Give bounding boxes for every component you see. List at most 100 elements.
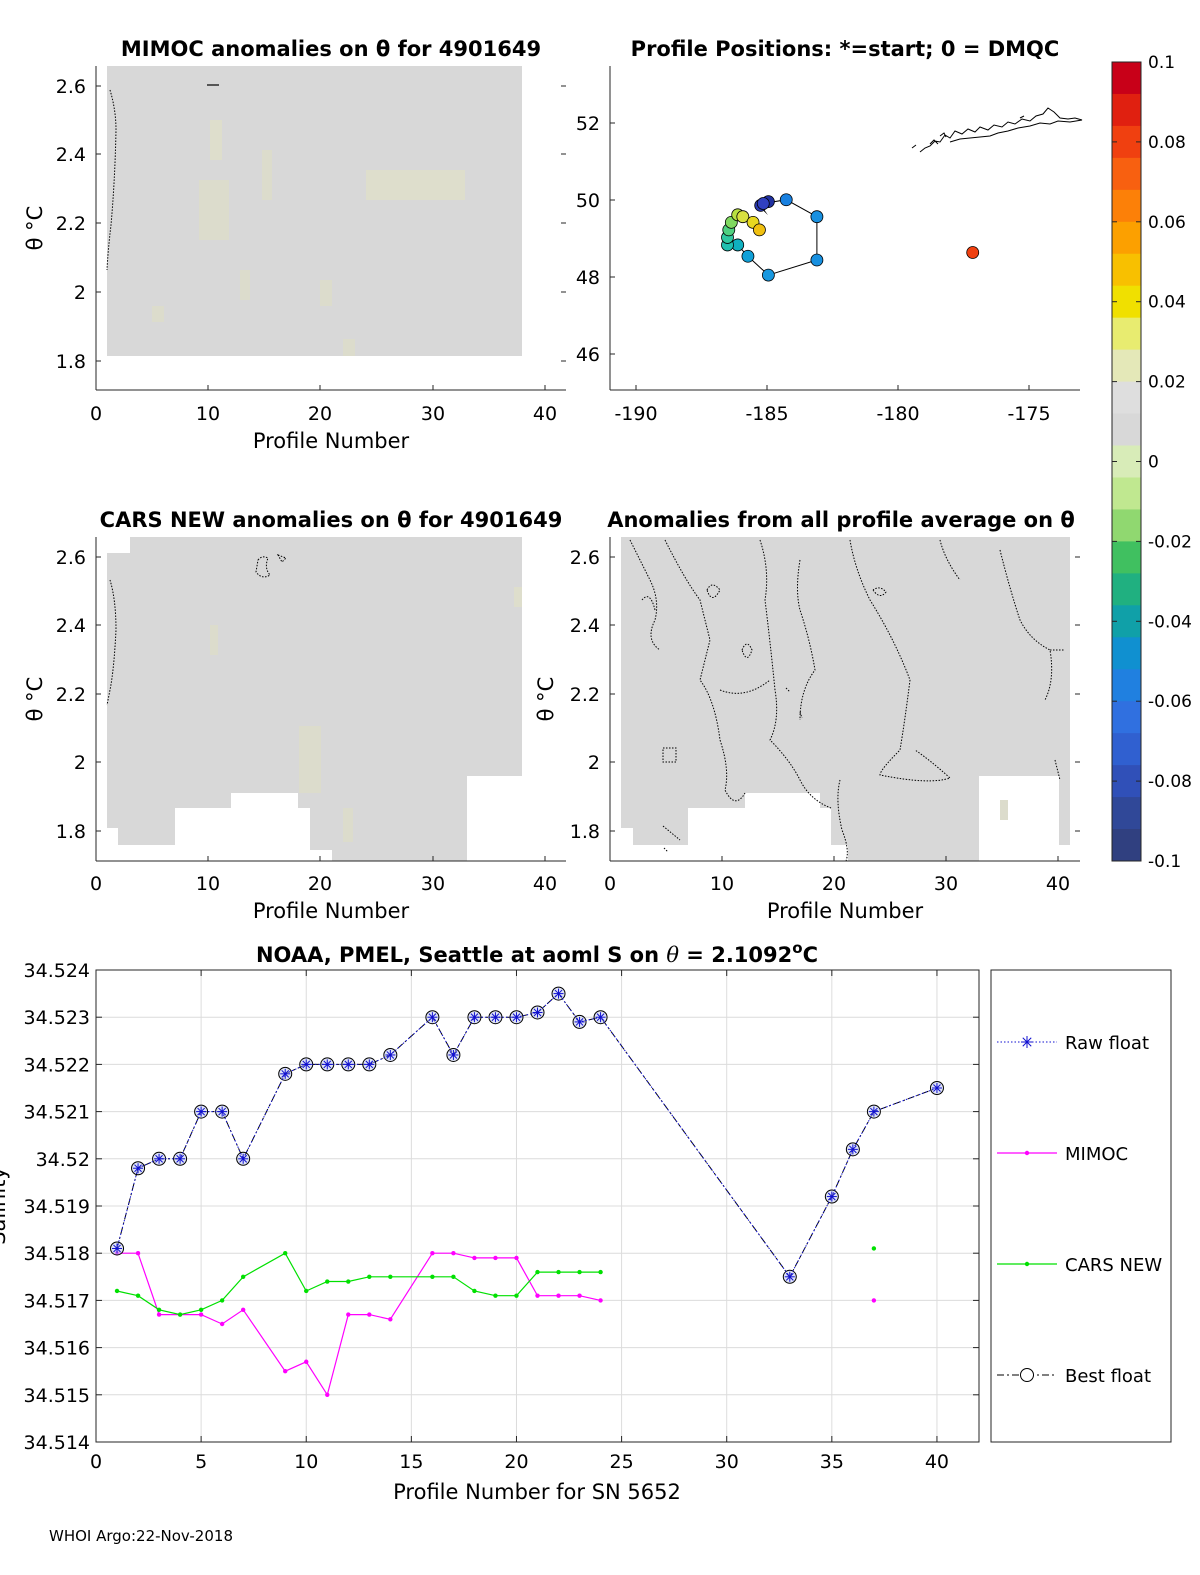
mimoc-point: [556, 1293, 561, 1298]
raw-float-point: [490, 1012, 501, 1023]
cars-point: [493, 1293, 498, 1298]
raw-float-point: [343, 1059, 354, 1070]
profile-position-marker: [753, 223, 766, 237]
allavg-xtick: 10: [710, 873, 734, 895]
raw-float-point: [553, 988, 564, 999]
colorbar-swatch: [1112, 797, 1141, 830]
colorbar-swatch: [1112, 381, 1141, 415]
allavg-ytick: 2.4: [570, 615, 600, 637]
positions-ytick: 52: [576, 113, 600, 135]
profile-position-marker: [736, 210, 750, 224]
mimoc-heatmap-field: [107, 66, 522, 356]
cars-ytick: 2.2: [56, 684, 86, 706]
raw-float-point: [532, 1007, 543, 1018]
colorbar-tick-label: -0.06: [1148, 692, 1192, 712]
raw-float-point: [826, 1191, 837, 1202]
raw-float-point: [511, 1012, 522, 1023]
cars-xtick: 0: [90, 873, 102, 895]
profile-position-marker: [761, 268, 775, 282]
cars-point: [325, 1279, 330, 1284]
mimoc-point: [198, 1312, 204, 1317]
salinity-xtick: 25: [610, 1451, 634, 1473]
allavg-xtick: 0: [604, 873, 616, 895]
colorbar-tick-label: -0.08: [1148, 772, 1192, 792]
profile-position-marker: [779, 193, 793, 207]
legend-box: [990, 969, 1172, 1443]
colorbar-swatch: [1112, 637, 1141, 670]
cars-point: [871, 1246, 877, 1251]
profile-position-marker: [966, 246, 980, 259]
legend-label: Raw float: [1065, 1033, 1149, 1054]
colorbar-tick-label: 0.04: [1148, 293, 1186, 313]
cars-xtick: 20: [308, 873, 332, 895]
mimoc-contour: [106, 89, 117, 271]
mimoc-point: [535, 1293, 540, 1298]
positions-ytick: 50: [576, 190, 600, 212]
salinity-ytick: 34.523: [24, 1007, 90, 1029]
raw-float-point: [322, 1059, 333, 1070]
mimoc-axes: [95, 66, 566, 391]
legend-item-best: Best float: [997, 1366, 1151, 1387]
salinity-xtick: 20: [504, 1451, 528, 1473]
positions-panel-title: Profile Positions: *=start; 0 = DMQC: [631, 37, 1060, 61]
raw-float-point: [469, 1012, 480, 1023]
mimoc-xtick: 40: [533, 403, 557, 425]
raw-float-point: [574, 1016, 585, 1027]
colorbar-swatch: [1112, 701, 1141, 734]
allavg-ylabel: θ °C: [534, 677, 558, 722]
cars-point: [535, 1269, 540, 1275]
positions-xtick: -185: [745, 403, 788, 425]
mimoc-point: [346, 1312, 351, 1317]
positions-xtick: -180: [876, 403, 919, 425]
cars-point: [198, 1307, 204, 1313]
mimoc-anomaly-panel: MIMOC anomalies on θ for 4901649 0 10 20…: [23, 37, 566, 453]
salinity-ticks: 0 5 10 15 20 25 30 35 40 34.514 34.515 34.516 34.517…: [24, 960, 979, 1473]
mimoc-point: [156, 1312, 162, 1317]
mimoc-point: [367, 1312, 372, 1317]
allavg-xtick: 20: [822, 873, 846, 895]
raw-float-point: [217, 1106, 228, 1117]
mimoc-panel-title: MIMOC anomalies on θ for 4901649: [121, 37, 541, 61]
mimoc-point: [514, 1255, 519, 1261]
positions-ytick: 48: [576, 267, 600, 289]
cars-point: [114, 1288, 120, 1294]
salinity-ytick: 34.524: [24, 960, 90, 982]
cars-xtick: 40: [533, 873, 557, 895]
salinity-xtick: 5: [195, 1451, 207, 1473]
salinity-xtick: 35: [820, 1451, 844, 1473]
profile-position-marker: [810, 253, 824, 267]
allavg-ytick: 2.6: [570, 547, 600, 569]
mimoc-point: [493, 1255, 498, 1261]
salinity-ytick: 34.518: [24, 1243, 90, 1265]
salinity-ytick: 34.516: [24, 1338, 90, 1360]
salinity-ytick: 34.52: [36, 1149, 90, 1171]
cars-point: [156, 1307, 162, 1313]
allavg-xtick: 40: [1046, 873, 1070, 895]
cars-point: [472, 1288, 477, 1294]
cars-xtick: 30: [421, 873, 445, 895]
allavg-ytick: 2: [588, 752, 600, 774]
cars-point: [451, 1274, 456, 1280]
colorbar-swatch: [1112, 189, 1141, 223]
colorbar: 0.1 0.08 0.06 0.04 0.02 0 -0.02 -0.04 -0.06 -0.08…: [1111, 53, 1192, 872]
allavg-ytick: 1.8: [570, 821, 600, 843]
colorbar-swatch: [1112, 541, 1141, 574]
cars-point: [346, 1279, 351, 1284]
profile-position-marker: [756, 197, 770, 210]
mimoc-point: [219, 1321, 225, 1327]
raw-float-point: [448, 1049, 459, 1060]
cars-point: [388, 1274, 393, 1280]
raw-float-point: [133, 1163, 144, 1174]
mimoc-point: [430, 1251, 435, 1256]
colorbar-tick-label: 0.1: [1148, 53, 1175, 73]
colorbar-swatch: [1112, 62, 1141, 95]
allavg-panel-title: Anomalies from all profile average on θ: [607, 508, 1075, 532]
cars-contour-small: [255, 554, 287, 578]
raw-float-point: [595, 1012, 606, 1023]
cars-point: [177, 1312, 183, 1317]
mimoc-ylabel: θ °C: [23, 206, 47, 251]
colorbar-tick-label: -0.04: [1148, 612, 1192, 632]
colorbar-tick-label: 0.08: [1148, 133, 1186, 153]
cars-point: [283, 1251, 288, 1256]
legend-item-raw: Raw float: [997, 1033, 1149, 1054]
